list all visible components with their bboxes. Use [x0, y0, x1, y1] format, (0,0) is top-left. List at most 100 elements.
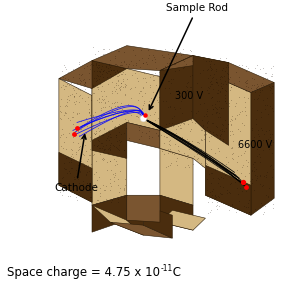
Point	[101, 46, 106, 51]
Point	[190, 73, 195, 77]
Point	[119, 81, 124, 85]
Point	[112, 104, 117, 109]
Point	[79, 79, 84, 83]
Point	[188, 85, 193, 90]
Point	[73, 91, 78, 96]
Point	[250, 169, 255, 174]
Point	[252, 134, 257, 139]
Point	[226, 190, 231, 194]
Point	[205, 120, 209, 125]
Point	[58, 104, 63, 109]
Point	[100, 141, 105, 145]
Point	[87, 135, 92, 140]
Point	[98, 145, 103, 150]
Point	[214, 98, 219, 103]
Point	[169, 116, 174, 121]
Point	[171, 105, 176, 109]
Point	[77, 133, 81, 138]
Point	[91, 69, 96, 73]
Point	[91, 63, 96, 68]
Point	[77, 143, 82, 148]
Polygon shape	[92, 205, 143, 235]
Point	[227, 191, 232, 195]
Point	[110, 67, 115, 72]
Point	[122, 195, 126, 199]
Point	[179, 126, 184, 130]
Point	[214, 125, 219, 130]
Point	[74, 128, 78, 133]
Point	[165, 146, 170, 151]
Point	[254, 154, 259, 159]
Point	[219, 74, 224, 79]
Point	[248, 86, 253, 90]
Point	[91, 91, 96, 96]
Point	[72, 101, 77, 106]
Point	[244, 64, 249, 69]
Point	[163, 64, 168, 69]
Point	[124, 77, 129, 81]
Point	[137, 90, 142, 95]
Point	[100, 158, 105, 163]
Point	[153, 66, 158, 71]
Point	[240, 163, 245, 167]
Point	[77, 127, 82, 131]
Point	[252, 188, 257, 193]
Point	[101, 52, 105, 56]
Point	[68, 147, 73, 151]
Point	[204, 58, 209, 63]
Point	[207, 196, 212, 200]
Point	[119, 131, 123, 136]
Point	[220, 185, 225, 190]
Point	[216, 115, 220, 120]
Point	[256, 128, 261, 132]
Point	[97, 100, 102, 105]
Point	[239, 63, 244, 68]
Point	[88, 162, 93, 166]
Point	[69, 158, 74, 162]
Point	[142, 91, 147, 95]
Point	[113, 125, 118, 130]
Point	[122, 147, 127, 152]
Point	[230, 145, 234, 149]
Point	[113, 124, 118, 128]
Point	[174, 127, 179, 132]
Point	[254, 177, 258, 182]
Point	[183, 164, 188, 169]
Point	[92, 188, 97, 192]
Point	[253, 173, 257, 177]
Point	[112, 85, 116, 90]
Point	[91, 45, 95, 50]
Point	[95, 77, 100, 82]
Point	[212, 194, 217, 198]
Point	[147, 98, 152, 103]
Point	[137, 137, 142, 141]
Polygon shape	[92, 195, 127, 232]
Point	[102, 126, 107, 131]
Point	[123, 156, 128, 160]
Point	[156, 115, 161, 120]
Point	[87, 139, 92, 143]
Point	[261, 132, 266, 137]
Point	[141, 61, 146, 66]
Point	[150, 53, 155, 57]
Point	[220, 175, 225, 180]
Point	[139, 115, 144, 119]
Point	[142, 101, 147, 105]
Point	[216, 88, 221, 92]
Point	[215, 81, 219, 86]
Point	[253, 160, 257, 164]
Point	[254, 84, 259, 89]
Point	[83, 171, 88, 176]
Point	[162, 152, 167, 156]
Point	[219, 81, 224, 86]
Point	[100, 121, 105, 125]
Point	[226, 122, 230, 126]
Point	[80, 134, 85, 139]
Point	[112, 143, 116, 148]
Point	[175, 88, 180, 92]
Point	[64, 135, 69, 140]
Point	[131, 109, 136, 114]
Point	[218, 56, 223, 60]
Point	[75, 112, 80, 116]
Polygon shape	[92, 60, 127, 158]
